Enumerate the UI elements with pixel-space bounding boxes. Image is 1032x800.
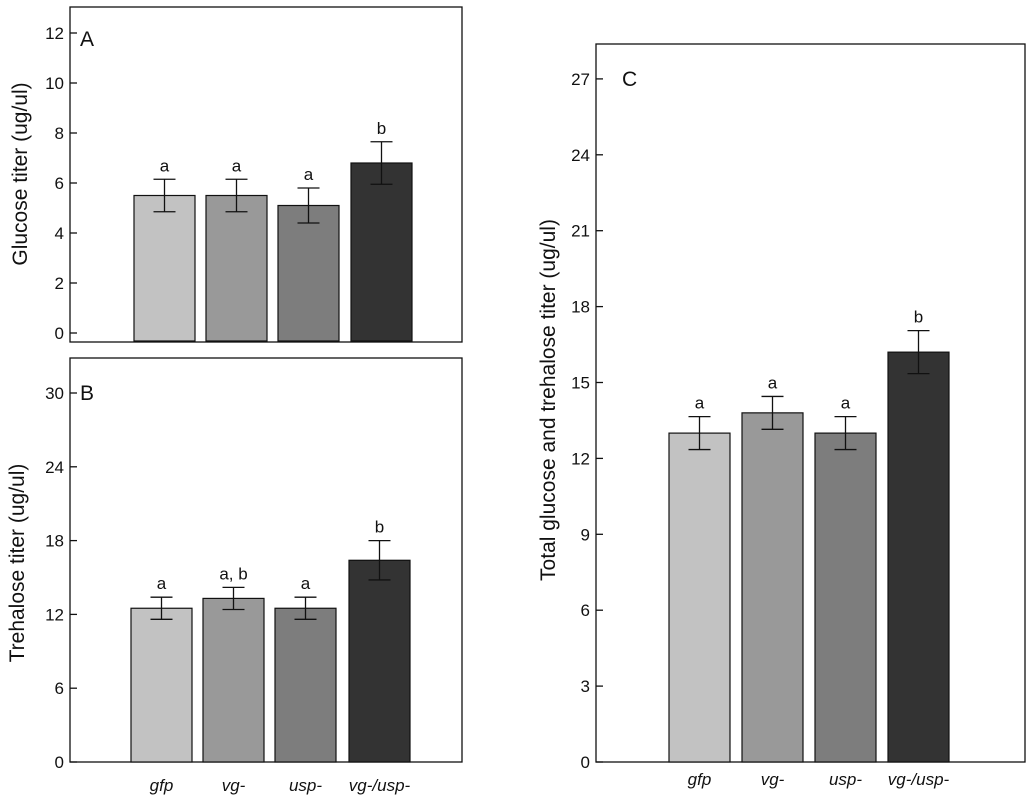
y-tick-label: 30 [45, 384, 64, 403]
panel-letter: A [80, 28, 94, 51]
y-tick-label: 12 [571, 449, 590, 468]
category-label: vg- [222, 776, 246, 795]
significance-label: a [695, 394, 705, 413]
significance-label: a, b [219, 564, 247, 583]
panel-letter: B [80, 382, 94, 405]
y-tick-label: 6 [55, 679, 64, 698]
y-tick-label: 6 [55, 174, 64, 193]
category-label: gfp [150, 776, 174, 795]
significance-label: a [768, 373, 778, 392]
bar [668, 432, 731, 763]
bar [350, 162, 413, 342]
y-axis-label: Total glucose and trehalose titer (ug/ul… [537, 219, 560, 581]
y-tick-label: 0 [55, 753, 64, 772]
significance-label: a [301, 574, 311, 593]
y-tick-label: 24 [45, 458, 64, 477]
bar [133, 194, 196, 342]
category-label: gfp [688, 770, 712, 789]
plot-frame [69, 357, 463, 763]
y-tick-label: 4 [55, 224, 64, 243]
y-tick-label: 24 [571, 146, 590, 165]
y-tick-label: 12 [45, 24, 64, 43]
significance-label: a [232, 156, 242, 175]
category-label: vg-/usp- [349, 776, 411, 795]
significance-label: b [914, 308, 923, 327]
panel-b: 0 6 12 18 24 30 Trehalose titer (ug/ul) Ba gfp a,… [6, 357, 463, 795]
y-tick-label: 10 [45, 74, 64, 93]
bar [741, 412, 804, 763]
category-label: vg- [761, 770, 785, 789]
y-tick-label: 15 [571, 374, 590, 393]
significance-label: b [377, 119, 386, 138]
y-tick-label: 21 [571, 222, 590, 241]
plot-frame [595, 43, 1026, 763]
y-tick-label: 18 [571, 298, 590, 317]
significance-label: a [157, 574, 167, 593]
significance-label: a [841, 394, 851, 413]
significance-label: a [160, 156, 170, 175]
bar [130, 607, 193, 763]
significance-label: b [375, 518, 384, 537]
bar [274, 607, 337, 763]
category-label: usp- [289, 776, 322, 795]
significance-label: a [304, 165, 314, 184]
bar [277, 204, 340, 342]
y-axis-label: Trehalose titer (ug/ul) [6, 464, 29, 663]
bar [814, 432, 877, 763]
bar [348, 559, 411, 763]
plot-frame [69, 6, 463, 343]
y-tick-label: 27 [571, 70, 590, 89]
bar [202, 597, 265, 763]
category-label: usp- [829, 770, 862, 789]
y-axis-label: Glucose titer (ug/ul) [9, 82, 32, 265]
y-tick-label: 6 [581, 601, 590, 620]
y-tick-label: 8 [55, 124, 64, 143]
y-tick-label: 9 [581, 525, 590, 544]
category-label: vg-/usp- [888, 770, 950, 789]
bar [205, 194, 268, 342]
y-tick-label: 0 [581, 753, 590, 772]
y-tick-label: 2 [55, 274, 64, 293]
y-tick-label: 18 [45, 532, 64, 551]
panel-a: 0 2 4 6 8 10 12 Glucose titer (ug/ul) Aa a a b [9, 6, 463, 343]
y-tick-label: 12 [45, 605, 64, 624]
bar [887, 351, 950, 763]
panel-c: 0 3 6 9 12 15 18 21 24 27 Total glucose and trehal… [537, 43, 1026, 789]
y-tick-label: 0 [55, 324, 64, 343]
y-tick-label: 3 [581, 677, 590, 696]
panel-letter: C [622, 68, 637, 91]
